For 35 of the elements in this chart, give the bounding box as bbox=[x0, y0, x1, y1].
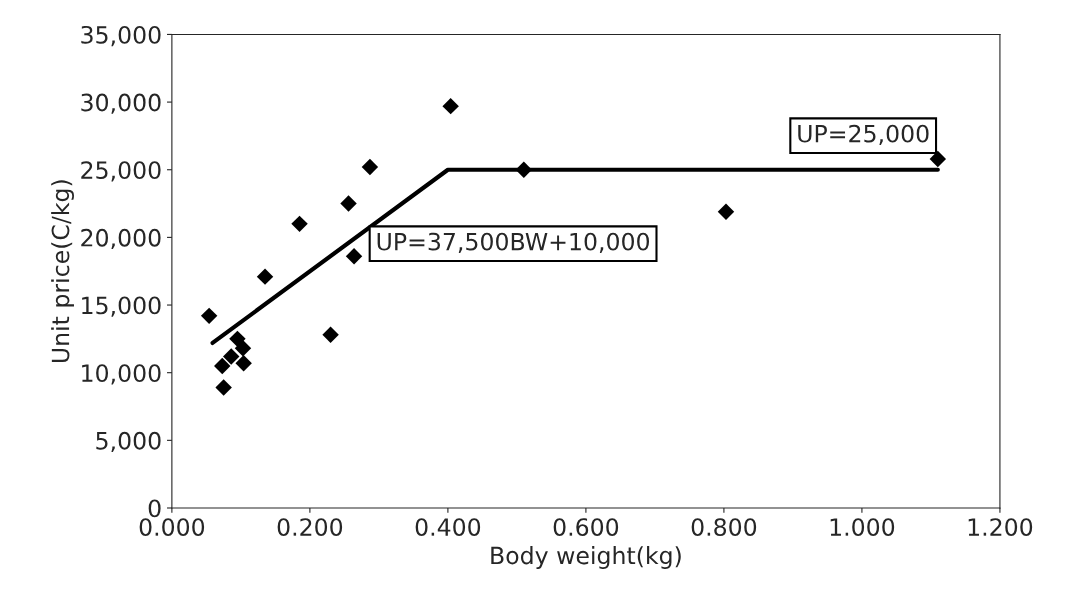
x-tick-label: 0.200 bbox=[277, 518, 343, 536]
point bbox=[223, 348, 240, 365]
point bbox=[322, 326, 339, 344]
point bbox=[340, 195, 357, 212]
point bbox=[200, 307, 218, 325]
point bbox=[235, 355, 252, 372]
annotation: UP=25,000 bbox=[798, 124, 929, 145]
point bbox=[361, 158, 379, 176]
point bbox=[215, 379, 232, 396]
y-tick-label: 30,000 bbox=[81, 93, 161, 114]
point bbox=[234, 340, 252, 357]
annotation: UP=37,500BW+10,000 bbox=[377, 232, 650, 253]
point bbox=[345, 248, 363, 265]
point bbox=[229, 330, 246, 348]
point bbox=[442, 97, 459, 115]
x-tick-label: 1.000 bbox=[830, 518, 895, 536]
y-tick-label: 25,000 bbox=[81, 161, 161, 182]
point bbox=[291, 215, 308, 233]
x-axis-title: Body weight(kg) bbox=[491, 546, 681, 569]
point bbox=[717, 203, 735, 220]
y-tick-label: 5,000 bbox=[96, 431, 161, 453]
x-tick-label: 1.200 bbox=[968, 518, 1033, 536]
y-tick-label: 0 bbox=[148, 499, 161, 518]
point bbox=[929, 150, 947, 168]
x-tick-label: 0.400 bbox=[415, 518, 481, 536]
y-tick-label: 15,000 bbox=[82, 296, 161, 317]
y-tick-label: 20,000 bbox=[81, 228, 161, 250]
y-tick-label: 35,000 bbox=[81, 25, 161, 47]
x-tick-label: 0.600 bbox=[553, 518, 619, 536]
y-axis-title: Unit price(C/kg) bbox=[51, 180, 74, 363]
y-tick-label: 10,000 bbox=[82, 364, 161, 385]
point bbox=[214, 357, 231, 375]
x-tick-label: 0.000 bbox=[139, 518, 205, 536]
point bbox=[256, 268, 274, 285]
x-tick-label: 0.800 bbox=[691, 518, 757, 536]
